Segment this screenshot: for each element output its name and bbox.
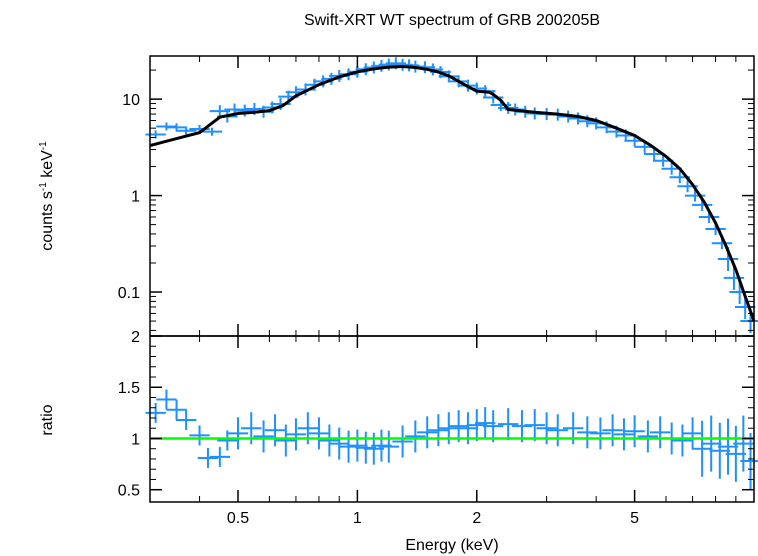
ratio-y-tick-label: 0.5 [118,483,140,500]
ratio-data-point [602,414,623,447]
ratio-data-point [308,417,330,450]
y-tick-label: 10 [122,92,140,109]
ratio-x-ticks: 0.5 1 2 5 [149,336,737,527]
chart-title: Swift-XRT WT spectrum of GRB 200205B [304,12,600,29]
spectrum-data-point [234,104,255,117]
x-tick-label: 1 [353,510,362,527]
ratio-y-axis-label: ratio [39,404,56,435]
spectrum-y-ticks: 10 1 0.1 [118,69,754,331]
ratio-data-point [145,402,166,423]
x-axis-label: Energy (keV) [405,537,498,554]
ratio-data-point [392,425,413,458]
ratio-data-point [378,430,399,463]
y-label-sup1: -1 [38,182,49,191]
ratio-data-point [497,408,519,441]
ratio-data-point [524,409,545,442]
spectrum-data-point [723,265,745,290]
ratio-data-point [285,418,307,451]
ratio-data-point [175,410,197,431]
spectrum-x-ticks [149,56,737,336]
ratio-data-point [227,417,249,450]
spectrum-data-point [201,127,223,136]
ratio-y-tick-label: 2 [131,329,140,346]
ratio-y-tick-label: 1 [131,431,140,448]
y-label-sup2: -1 [38,141,49,150]
y-tick-label: 0.1 [118,285,140,302]
ratio-data-point [329,427,350,460]
ratio-data-point [637,420,659,453]
spectrum-model-line [149,64,756,322]
ratio-data-point [466,409,487,442]
ratio-data-point [156,389,177,410]
ratio-data-point [547,414,568,447]
ratio-data-point [338,430,359,463]
y-label-mid: keV [39,150,56,182]
ratio-data-point [405,420,426,453]
spectrum-data-point [684,189,706,202]
ratio-data-point [483,410,504,443]
ratio-data-point [613,418,635,451]
ratio-data-point [474,407,496,440]
x-tick-label: 5 [630,510,639,527]
ratio-data-point [217,430,238,451]
ratio-data-point [701,415,722,472]
ratio-data-point [624,415,645,448]
ratio-panel-frame [149,335,755,503]
ratio-data-point [672,424,693,457]
ratio-data-point [417,416,438,449]
ratio-data-point [275,424,296,457]
ratio-data-point [264,414,286,447]
ratio-data-point [709,422,730,479]
ratio-data-point [511,410,533,443]
x-tick-label: 2 [472,510,481,527]
ratio-data-point [428,414,449,447]
ratio-panel: 2 1.5 1 0.5 0.5 1 2 5 ratio Energy (keV) [39,329,758,554]
x-tick-label: 0.5 [227,510,249,527]
ratio-data-point [691,420,713,477]
spectrum-y-axis-label: counts s-1 keV-1 [38,141,56,251]
ratio-data-point [682,417,703,450]
ratio-data-point [649,416,671,449]
ratio-data-point [347,429,368,462]
ratio-data-point [355,431,376,464]
ratio-y-ticks: 2 1.5 1 0.5 [118,329,754,500]
ratio-data-point [717,418,739,475]
ratio-data-point [590,417,611,450]
ratio-data-point [209,446,231,467]
y-label-main: counts s [39,191,56,251]
ratio-data-point [253,420,274,453]
spectrum-panel-frame [149,55,755,337]
ratio-y-tick-label: 1.5 [118,380,140,397]
ratio-data-point [166,399,187,420]
spectrum-data-point [175,126,197,135]
ratio-data-point [577,416,598,449]
ratio-data-point [448,410,469,443]
ratio-data-point [319,424,340,457]
ratio-data-point [197,447,219,468]
ratio-data-point [189,425,210,446]
ratio-data-points [145,389,758,490]
spectrum-data-points [145,57,758,334]
y-tick-label: 1 [131,189,140,206]
